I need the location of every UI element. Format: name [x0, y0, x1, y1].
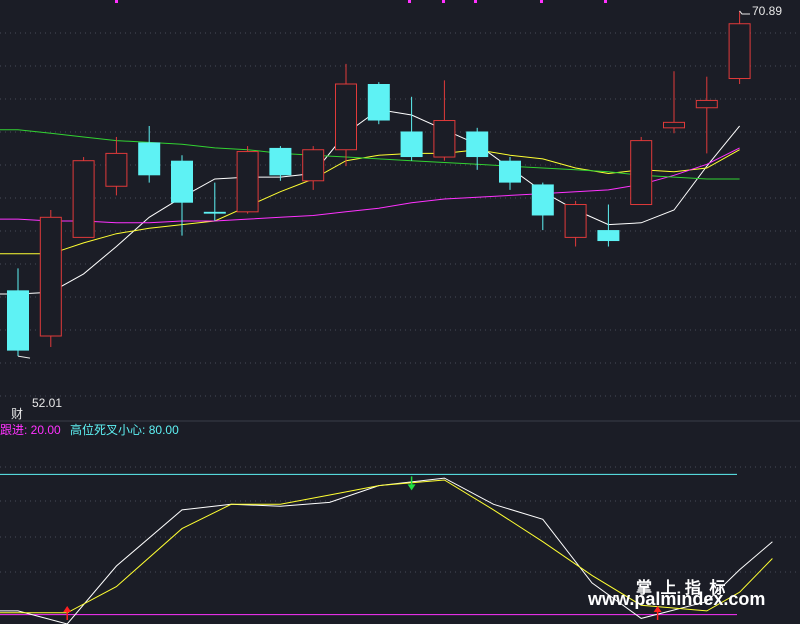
- candle-body-up: [728, 23, 751, 80]
- moving-average-line: [0, 147, 740, 224]
- candle-body-down: [7, 290, 29, 351]
- price-panel: [0, 10, 751, 359]
- candle-body-up: [564, 204, 587, 238]
- low-pointer-line: [17, 355, 31, 359]
- candle-body-up: [236, 151, 259, 213]
- grid-lines: [0, 0, 800, 573]
- indicator-line1-label: 跟进: 20.00: [0, 423, 61, 437]
- candle-body-down: [138, 142, 161, 176]
- buy-arrow-head: [653, 606, 662, 612]
- high-pointer-line: [739, 10, 750, 15]
- buy-arrow-head: [63, 606, 72, 612]
- low-price-label: 52.01: [32, 396, 63, 410]
- candle-body-down: [203, 211, 226, 214]
- top-edge-tick: [408, 0, 411, 3]
- candle-body-up: [72, 160, 95, 238]
- top-edge-tick: [115, 0, 118, 3]
- top-edge-tick: [604, 0, 607, 3]
- candle-body-down: [269, 147, 292, 176]
- candle-body-down: [171, 160, 193, 203]
- indicator-line2-label: 高位死叉小心: 80.00: [70, 423, 179, 437]
- indicator-legend: 跟进: 20.00 高位死叉小心: 80.00: [0, 423, 185, 437]
- candle-body-down: [597, 230, 620, 242]
- candle-body-down: [531, 184, 554, 216]
- high-price-label: 70.89: [752, 4, 783, 18]
- candle-body-up: [39, 216, 62, 337]
- top-edge-tick: [442, 0, 445, 3]
- candle-body-down: [400, 131, 423, 158]
- candle-body-up: [695, 99, 718, 109]
- candle-body-up: [302, 149, 325, 182]
- indicator-panel: [0, 473, 773, 624]
- watermark-title: 掌 上 指 标: [636, 580, 728, 597]
- indicator-line: [0, 479, 773, 614]
- moving-average-line: [0, 129, 740, 180]
- candle-body-up: [433, 120, 456, 158]
- candle-body-down: [466, 131, 489, 158]
- candle-body-up: [335, 83, 357, 151]
- moving-average-line: [0, 109, 740, 295]
- candle-marker-label: 财: [11, 407, 24, 421]
- candle-body-up: [105, 152, 128, 187]
- candle-body-up: [663, 121, 685, 129]
- top-edge-tick: [540, 0, 543, 3]
- watermark-url: www.palmindex.com: [588, 589, 766, 609]
- candle-body-up: [630, 140, 653, 206]
- top-edge-tick: [474, 0, 477, 3]
- candle-body-down: [367, 84, 390, 121]
- candle-body-down: [499, 160, 521, 183]
- sell-arrow-head: [407, 484, 416, 491]
